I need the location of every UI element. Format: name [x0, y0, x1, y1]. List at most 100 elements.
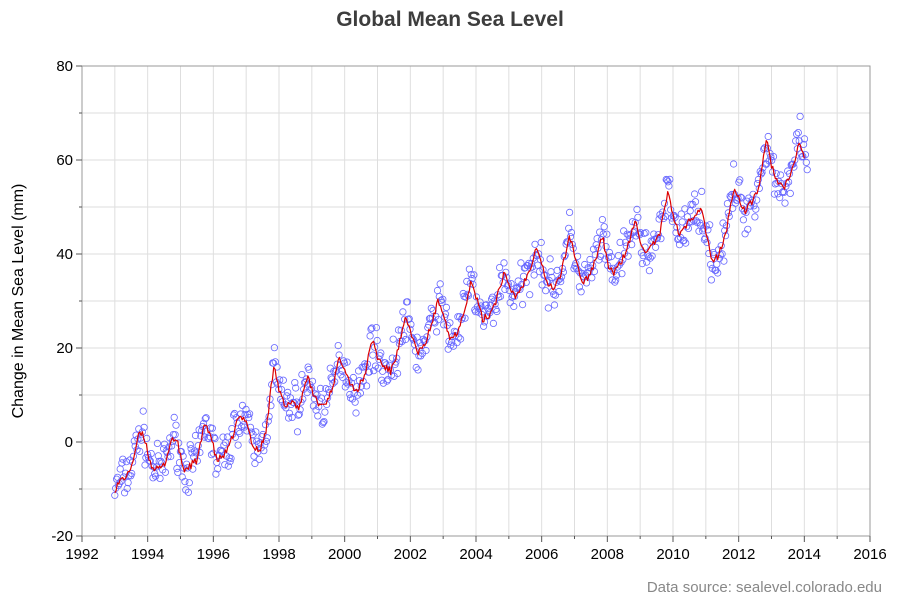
- observation-point: [412, 363, 420, 372]
- observation-point: [791, 156, 799, 164]
- observation-point: [315, 402, 323, 411]
- observation-point: [124, 478, 132, 487]
- smoothed-series-line: [114, 140, 805, 494]
- observation-point: [246, 410, 254, 418]
- x-tick-label: 2010: [656, 546, 689, 563]
- y-tick-label: 20: [56, 340, 73, 357]
- observation-point: [692, 217, 701, 225]
- observation-point: [351, 398, 359, 406]
- observation-point: [794, 129, 802, 137]
- observation-point: [501, 285, 509, 294]
- observation-point: [446, 319, 454, 327]
- observation-point: [294, 411, 302, 419]
- observation-point: [737, 194, 746, 202]
- observation-point: [284, 414, 293, 422]
- observation-point: [526, 291, 534, 299]
- x-tick-label: 1998: [262, 546, 295, 563]
- observation-point: [457, 315, 466, 324]
- observation-point: [770, 190, 779, 198]
- observation-point: [802, 158, 810, 166]
- y-tick-label: 60: [56, 152, 73, 169]
- observation-point: [797, 150, 805, 158]
- observation-point: [441, 310, 450, 318]
- observation-point: [383, 377, 391, 385]
- observation-point: [721, 227, 729, 235]
- observation-point: [255, 455, 263, 463]
- observation-point: [372, 323, 380, 332]
- observation-point: [652, 235, 661, 243]
- observation-point: [400, 331, 408, 340]
- observation-point: [550, 301, 559, 309]
- observation-point: [551, 291, 560, 299]
- observation-point: [265, 412, 273, 421]
- observation-point: [456, 335, 465, 343]
- x-tick-label: 2016: [853, 546, 886, 563]
- observation-point: [399, 308, 407, 316]
- observation-point: [173, 464, 181, 473]
- observation-point: [238, 401, 247, 409]
- observation-point: [495, 263, 504, 272]
- observation-point: [789, 160, 797, 168]
- y-axis-label: Change in Mean Sea Level (mm): [10, 184, 27, 419]
- observation-point: [201, 415, 209, 423]
- observation-point: [736, 176, 744, 184]
- observation-point: [645, 267, 654, 275]
- observation-point: [439, 295, 447, 303]
- observation-point: [186, 441, 194, 449]
- y-tick-label: -20: [51, 528, 73, 545]
- observation-point: [198, 426, 206, 435]
- observation-point: [307, 384, 316, 392]
- observation-point: [252, 428, 260, 436]
- observation-point: [408, 333, 416, 341]
- observation-point: [190, 453, 198, 461]
- observation-point: [648, 252, 656, 260]
- data-source-note: Data source: sealevel.colorado.edu: [646, 579, 882, 596]
- observation-point: [144, 453, 153, 462]
- observation-point: [141, 461, 149, 469]
- observation-point: [224, 462, 232, 470]
- observation-point: [560, 253, 568, 261]
- observation-point: [567, 228, 576, 237]
- observation-point: [786, 189, 794, 197]
- observation-point: [427, 304, 435, 312]
- observation-point: [214, 465, 222, 473]
- observation-point: [616, 238, 624, 246]
- observation-point: [561, 251, 569, 259]
- observation-point: [282, 404, 290, 412]
- observation-point: [600, 223, 608, 231]
- observation-point: [729, 160, 738, 168]
- observation-point: [116, 465, 124, 473]
- observation-point: [557, 277, 565, 286]
- observation-point: [200, 433, 208, 441]
- observation-point: [320, 417, 328, 426]
- observation-point: [702, 222, 710, 230]
- observation-point: [267, 402, 275, 410]
- observation-point: [728, 190, 736, 199]
- observation-point: [591, 251, 599, 259]
- observation-point: [467, 270, 475, 279]
- observation-point: [555, 287, 563, 296]
- observation-point: [514, 277, 522, 285]
- observation-point: [221, 461, 229, 469]
- observation-point: [628, 241, 636, 249]
- observation-point: [751, 213, 759, 221]
- observation-point: [744, 225, 752, 233]
- observation-point: [369, 351, 377, 359]
- x-tick-label: 1994: [131, 546, 164, 563]
- observation-point: [506, 299, 514, 307]
- observation-point: [354, 367, 363, 375]
- observation-point: [792, 137, 800, 145]
- observation-point: [403, 298, 411, 306]
- observation-point: [285, 409, 294, 417]
- observation-point: [344, 380, 352, 388]
- x-tick-label: 2004: [459, 546, 492, 563]
- observation-point: [136, 447, 144, 455]
- observation-point: [521, 264, 529, 272]
- observation-point: [723, 200, 732, 208]
- observation-point: [516, 285, 524, 293]
- observation-point: [379, 379, 387, 387]
- observation-point: [681, 205, 689, 213]
- observation-point: [357, 382, 365, 390]
- observation-point: [389, 335, 397, 343]
- x-tick-label: 2008: [591, 546, 624, 563]
